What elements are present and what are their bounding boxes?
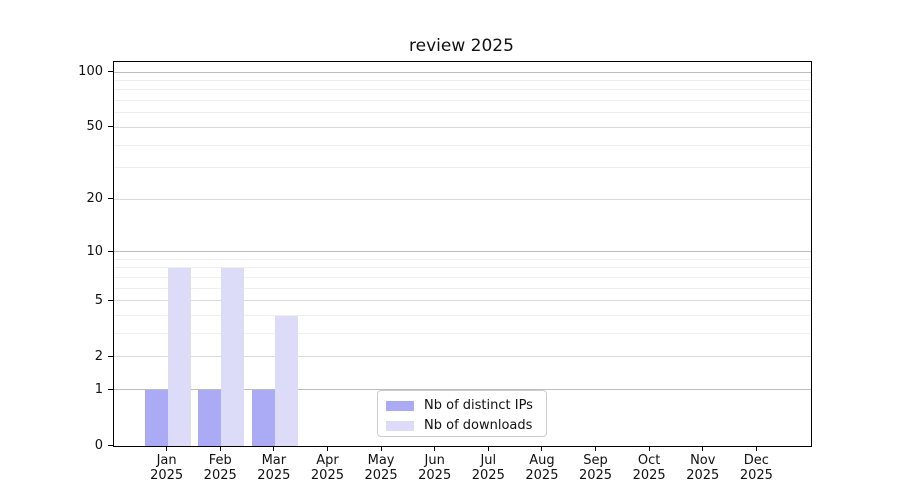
bar-downloads-feb (221, 267, 245, 446)
x-axis-month-label: Jun 2025 (407, 453, 463, 483)
month-year: 2025 (739, 468, 773, 483)
bar-downloads-jan (167, 267, 191, 446)
month-name: Aug (529, 453, 555, 468)
month-name: Jan (156, 453, 177, 468)
y-axis-tick (108, 250, 113, 252)
gridline-minor (114, 144, 811, 146)
legend-swatch-downloads (386, 420, 414, 431)
legend-row-downloads: Nb of downloads (386, 417, 538, 434)
month-name: Sep (583, 453, 608, 468)
gridline-minor (114, 112, 811, 114)
x-axis-tick (219, 446, 221, 451)
month-year: 2025 (686, 468, 720, 483)
gridline-minor (114, 276, 811, 278)
gridline-major (114, 126, 811, 128)
x-axis-tick (434, 446, 436, 451)
gridline-major (114, 356, 811, 358)
x-axis-month-label: Oct 2025 (621, 453, 677, 483)
y-axis-tick-label: 1 (94, 381, 103, 397)
y-axis-tick (108, 445, 113, 446)
x-axis-tick (648, 446, 650, 451)
month-name: Nov (690, 453, 716, 468)
x-axis-tick (166, 446, 168, 451)
bar-distinct-ips-mar (251, 389, 275, 446)
month-year: 2025 (471, 468, 505, 483)
bar-downloads-mar (274, 315, 298, 446)
y-axis-tick (108, 299, 113, 301)
gridline-minor (114, 258, 811, 260)
plot-area (113, 61, 812, 447)
x-axis-tick (487, 446, 489, 451)
x-axis-tick (755, 446, 757, 451)
legend: Nb of distinct IPs Nb of downloads (377, 390, 547, 437)
gridline-major (114, 71, 811, 73)
gridline-major (114, 389, 811, 391)
gridline-major (114, 198, 811, 200)
month-year: 2025 (525, 468, 559, 483)
chart-title: review 2025 (409, 36, 514, 56)
month-year: 2025 (578, 468, 613, 483)
month-name: Apr (316, 453, 339, 468)
x-axis-month-label: Nov 2025 (675, 453, 731, 483)
x-axis-month-label: May 2025 (353, 453, 409, 483)
legend-row-distinct-ips: Nb of distinct IPs (386, 397, 538, 414)
month-year: 2025 (310, 468, 344, 483)
x-axis-tick (595, 446, 597, 451)
gridline-major (114, 300, 811, 302)
x-axis-month-label: Feb 2025 (192, 453, 248, 483)
y-axis-tick-label: 2 (94, 348, 103, 364)
month-name: Feb (208, 453, 232, 468)
y-axis-tick-label: 20 (86, 191, 103, 207)
y-axis-tick-label: 0 (94, 438, 103, 453)
y-axis-tick-label: 10 (86, 243, 103, 259)
gridline-minor (114, 267, 811, 269)
y-axis-tick-label: 100 (78, 64, 103, 79)
legend-swatch-distinct-ips (386, 400, 414, 411)
month-name: Jul (480, 453, 497, 468)
x-axis-month-label: Apr 2025 (299, 453, 355, 483)
month-year: 2025 (364, 468, 398, 483)
y-axis-tick (108, 126, 113, 128)
bar-distinct-ips-feb (198, 389, 222, 446)
gridline-minor (114, 333, 811, 335)
legend-label-downloads: Nb of downloads (424, 417, 533, 433)
gridline-minor (114, 79, 811, 81)
gridline-minor (114, 100, 811, 102)
month-year: 2025 (257, 468, 291, 483)
x-axis-month-label: Jan 2025 (139, 453, 195, 483)
x-axis-month-label: Dec 2025 (728, 453, 784, 483)
x-axis-tick (380, 446, 382, 451)
month-name: May (367, 453, 395, 468)
gridline-minor (114, 315, 811, 317)
x-axis-month-label: Mar 2025 (246, 453, 302, 483)
month-name: Dec (743, 453, 769, 468)
x-axis-month-label: Jul 2025 (460, 453, 516, 483)
y-axis-tick-label: 50 (86, 119, 103, 135)
gridline-major (114, 251, 811, 253)
y-axis-tick (108, 71, 113, 72)
x-axis-tick (702, 446, 704, 451)
month-name: Oct (637, 453, 661, 468)
month-year: 2025 (418, 468, 452, 483)
x-axis-tick (273, 446, 275, 451)
legend-label-distinct-ips: Nb of distinct IPs (424, 397, 533, 413)
gridline-minor (114, 287, 811, 289)
x-axis-month-label: Aug 2025 (514, 453, 570, 483)
month-name: Jun (424, 453, 445, 468)
gridline-minor (114, 167, 811, 169)
x-axis-tick (326, 446, 328, 451)
y-axis-tick-label: 5 (94, 292, 103, 308)
bar-distinct-ips-jan (144, 389, 168, 446)
x-axis-month-label: Sep 2025 (568, 453, 624, 483)
month-name: Mar (261, 453, 287, 468)
month-year: 2025 (150, 468, 184, 483)
gridline-minor (114, 89, 811, 91)
y-axis-tick (108, 388, 113, 390)
month-year: 2025 (203, 468, 237, 483)
y-axis-tick (108, 198, 113, 200)
month-year: 2025 (632, 468, 666, 483)
y-axis-tick (108, 355, 113, 357)
x-axis-tick (541, 446, 543, 451)
